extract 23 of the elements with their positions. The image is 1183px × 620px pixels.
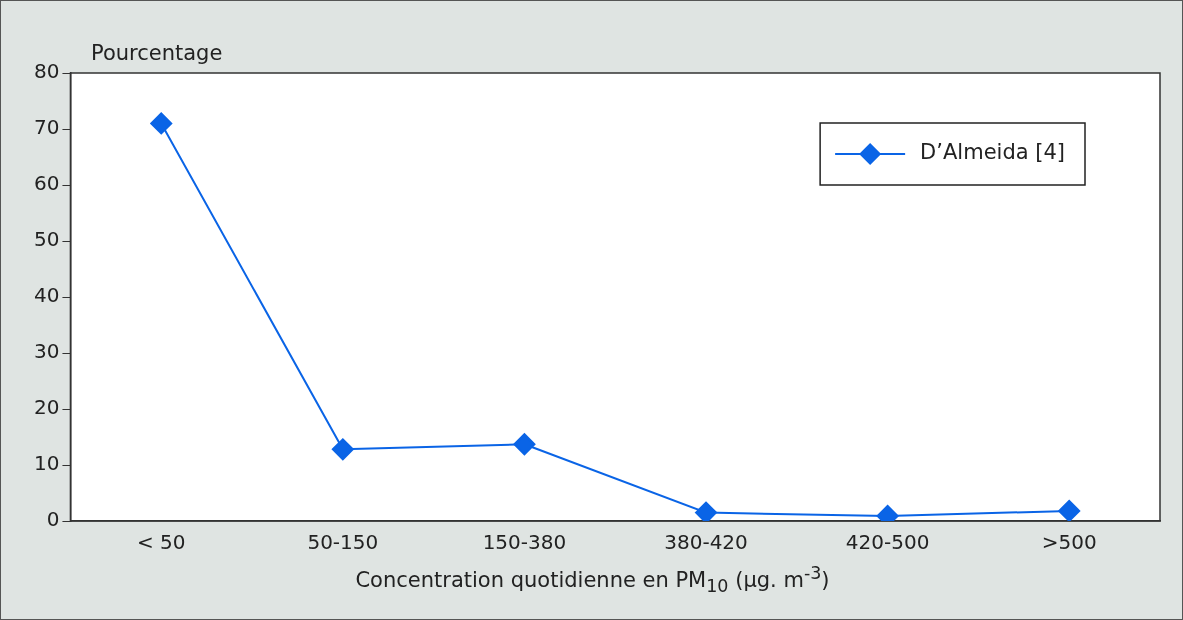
y-tick-label: 0 bbox=[46, 507, 60, 532]
x-tick-label: 420-500 bbox=[845, 530, 930, 555]
x-tick-label: < 50 bbox=[136, 530, 186, 555]
point bbox=[150, 112, 173, 135]
y-tick-label: 80 bbox=[34, 59, 60, 84]
x-tick-label: 50-150 bbox=[307, 530, 379, 555]
point bbox=[1058, 499, 1081, 521]
point bbox=[695, 501, 718, 521]
y-tick-label: 20 bbox=[34, 395, 60, 420]
y-tick-label: 10 bbox=[34, 451, 60, 476]
point bbox=[331, 438, 354, 461]
y-tick-label: 30 bbox=[34, 339, 60, 364]
y-tick-label: 40 bbox=[34, 283, 60, 308]
x-tick-label: >500 bbox=[1041, 530, 1097, 555]
y-tick-label: 70 bbox=[34, 115, 60, 140]
x-tick-label: 380-420 bbox=[664, 530, 748, 555]
y-axis-title: Pourcentage bbox=[91, 40, 223, 65]
y-tick-label: 60 bbox=[34, 171, 60, 196]
y-tick-label: 50 bbox=[34, 227, 60, 252]
legend-label: D’Almeida [4] bbox=[920, 140, 1066, 165]
x-axis-title: Concentration quotidienne en PM$_{10}$ (µg. m$^{-3}$) bbox=[354, 563, 831, 597]
x-tick-label: 150-380 bbox=[482, 530, 567, 555]
point bbox=[513, 433, 536, 456]
